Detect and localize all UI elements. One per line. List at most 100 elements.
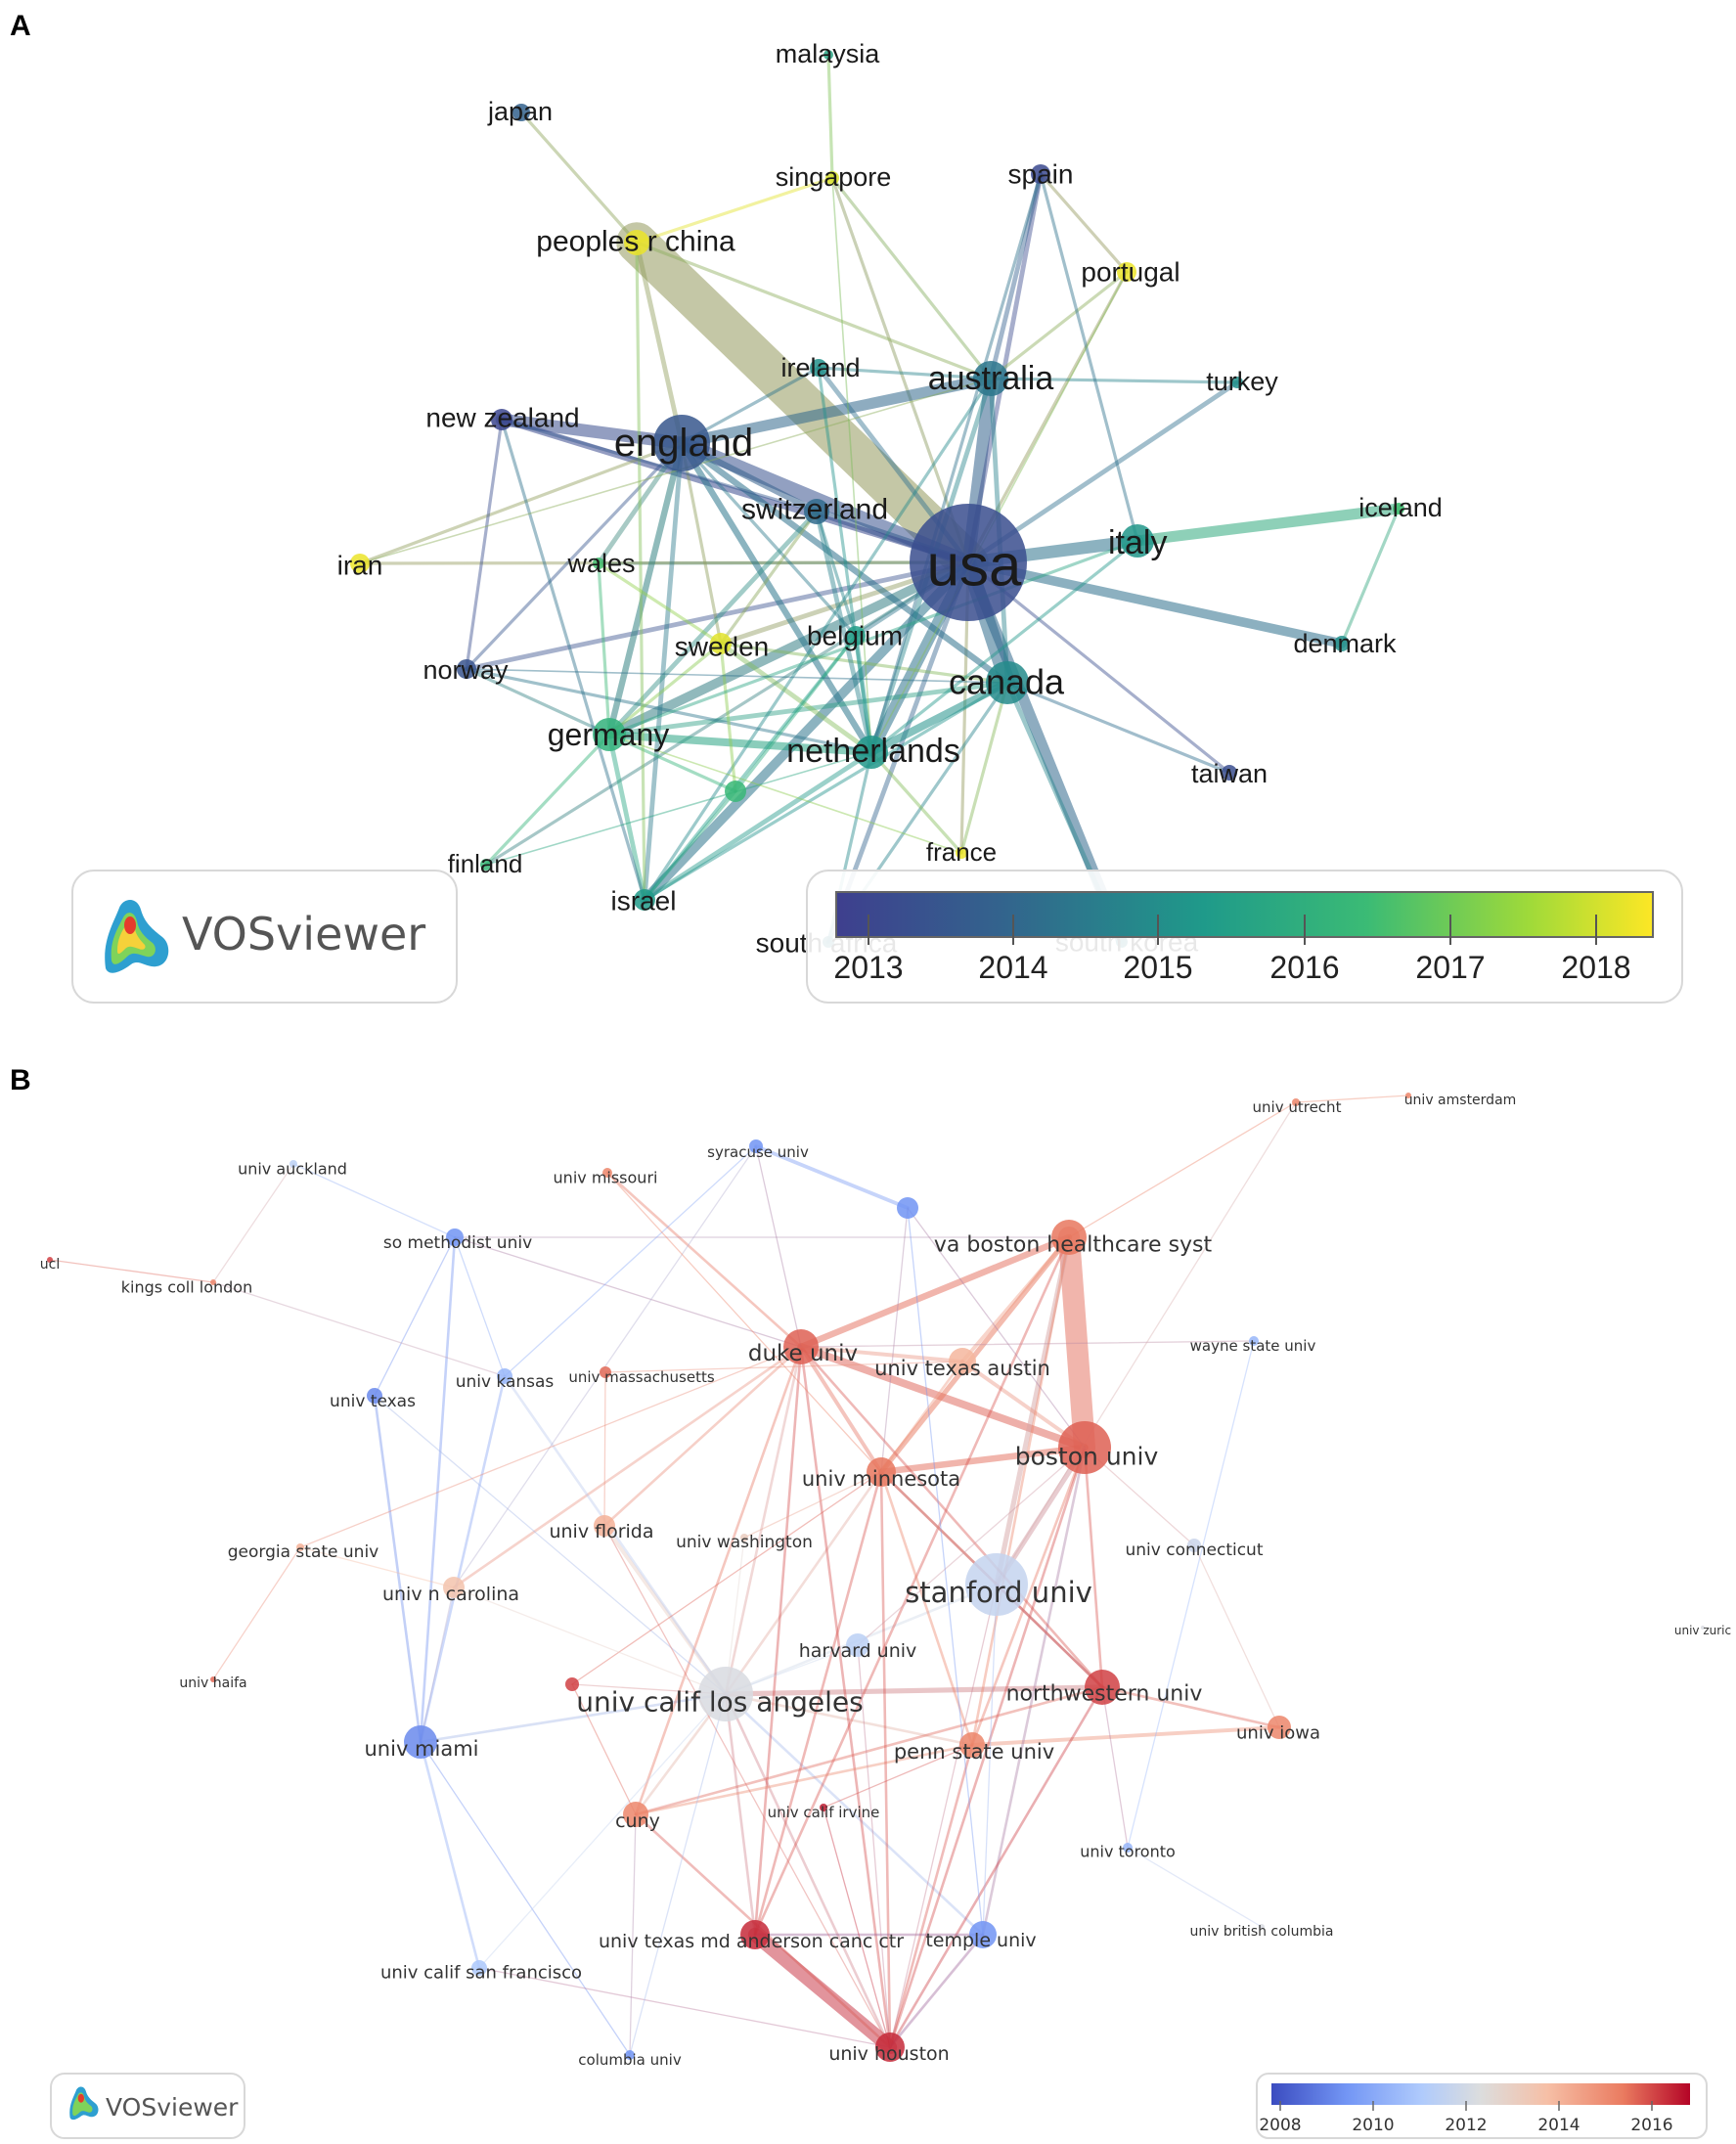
- node-univ-texas-md-anderson[interactable]: [740, 1920, 770, 1949]
- node-univ-missouri[interactable]: [602, 1168, 612, 1178]
- node-univ-washington[interactable]: [740, 1534, 748, 1541]
- link-italy-iceland: [1132, 503, 1404, 547]
- node-cuny[interactable]: [623, 1802, 648, 1827]
- link-duke-univ-univ-florida: [602, 1345, 803, 1528]
- node-univ-calif-irvine[interactable]: [820, 1804, 827, 1811]
- node-stanford-univ[interactable]: [965, 1553, 1028, 1616]
- node-penn-state-univ[interactable]: [959, 1732, 985, 1758]
- node-ucl[interactable]: [47, 1257, 53, 1263]
- node-new-zealand[interactable]: [491, 409, 512, 430]
- node-univ-texas-austin[interactable]: [949, 1348, 976, 1375]
- node-va-boston-healthcare-syst[interactable]: [1051, 1220, 1087, 1255]
- node-iceland[interactable]: [1393, 503, 1404, 514]
- node-ireland[interactable]: [810, 359, 827, 377]
- link-spain-portugal: [1039, 172, 1129, 274]
- node-spain[interactable]: [1031, 164, 1050, 184]
- node-australia[interactable]: [973, 361, 1008, 396]
- node-unlabeled-red[interactable]: [565, 1677, 579, 1691]
- node-columbia-univ[interactable]: [625, 2050, 635, 2060]
- node-label-finland: finland: [448, 849, 523, 878]
- link-univ-texas-austin-va-boston-healthcare-syst: [960, 1235, 1071, 1363]
- node-univ-amsterdam[interactable]: [1405, 1093, 1411, 1098]
- link-germany-wales: [597, 561, 611, 737]
- link-belgium-unlabeled: [734, 634, 858, 793]
- node-univ-n-carolina[interactable]: [443, 1577, 465, 1598]
- node-wayne-state-univ[interactable]: [1249, 1336, 1259, 1346]
- node-label-peoples-r-china: peoples r china: [536, 226, 735, 258]
- link-iceland-denmark: [1340, 507, 1401, 646]
- node-unlabeled[interactable]: [725, 781, 746, 802]
- panel-a-tick-label: 2017: [1415, 950, 1485, 985]
- node-univ-massachusetts[interactable]: [600, 1366, 611, 1378]
- node-northwestern-univ[interactable]: [1085, 1670, 1120, 1705]
- link-duke-univ-univ-missouri: [605, 1171, 803, 1349]
- node-univ-texas[interactable]: [367, 1388, 382, 1404]
- node-portugal[interactable]: [1117, 262, 1136, 282]
- node-malaysia[interactable]: [823, 50, 833, 60]
- node-iran[interactable]: [350, 554, 370, 573]
- node-japan[interactable]: [512, 104, 530, 121]
- node-univ-minnesota[interactable]: [867, 1457, 896, 1487]
- node-belgium[interactable]: [846, 626, 866, 646]
- node-univ-zuric[interactable]: [1701, 1626, 1705, 1630]
- node-kings-coll-london[interactable]: [210, 1279, 216, 1285]
- node-georgia-state-univ[interactable]: [296, 1543, 304, 1551]
- link-germany-israel: [606, 732, 647, 903]
- link-australia-turkey: [989, 377, 1239, 384]
- node-taiwan[interactable]: [1222, 765, 1237, 781]
- node-univ-iowa[interactable]: [1268, 1716, 1291, 1739]
- node-singapore[interactable]: [825, 171, 839, 185]
- link-finland-netherlands: [485, 751, 872, 866]
- node-england[interactable]: [653, 415, 710, 471]
- node-univ-houston[interactable]: [875, 2032, 905, 2062]
- node-temple-univ[interactable]: [969, 1921, 997, 1948]
- node-norway[interactable]: [457, 659, 476, 679]
- node-so-methodist-univ[interactable]: [446, 1228, 464, 1246]
- node-univ-haifa[interactable]: [210, 1676, 216, 1682]
- node-univ-calif-san-francisco[interactable]: [471, 1960, 487, 1976]
- node-syracuse-univ[interactable]: [749, 1139, 763, 1153]
- link-univ-florida-univ-calif-los-angeles: [602, 1524, 728, 1696]
- node-sweden[interactable]: [710, 633, 732, 654]
- node-wales[interactable]: [593, 558, 604, 569]
- node-unlabeled-blue[interactable]: [897, 1197, 918, 1219]
- node-univ-florida[interactable]: [594, 1515, 615, 1537]
- node-italy[interactable]: [1121, 524, 1154, 558]
- node-germany[interactable]: [593, 718, 626, 751]
- node-univ-toronto[interactable]: [1123, 1843, 1133, 1853]
- node-label-wales: wales: [566, 549, 635, 578]
- node-duke-univ[interactable]: [783, 1329, 819, 1364]
- node-univ-utrecht[interactable]: [1292, 1098, 1300, 1106]
- node-netherlands[interactable]: [855, 736, 888, 769]
- node-univ-miami[interactable]: [404, 1725, 437, 1759]
- link-new-zealand-norway: [465, 418, 504, 671]
- node-univ-auckland[interactable]: [289, 1160, 297, 1168]
- node-israel[interactable]: [634, 889, 655, 911]
- node-denmark[interactable]: [1334, 636, 1350, 651]
- node-boston-univ[interactable]: [1058, 1421, 1111, 1474]
- link-usa-wales: [597, 560, 970, 565]
- node-harvard-univ[interactable]: [846, 1633, 869, 1657]
- node-peoples-r-china[interactable]: [624, 230, 649, 255]
- node-univ-calif-los-angeles[interactable]: [698, 1667, 753, 1721]
- node-label-univ-texas-md-anderson: univ texas md anderson canc ctr: [599, 1931, 904, 1952]
- panel-b-vosviewer-watermark: VOSviewer: [50, 2073, 245, 2139]
- node-finland[interactable]: [480, 859, 492, 871]
- node-univ-kansas[interactable]: [497, 1368, 512, 1384]
- node-switzerland[interactable]: [804, 499, 829, 524]
- link-penn-state-univ-cuny: [634, 1743, 974, 1816]
- node-label-taiwan: taiwan: [1191, 759, 1268, 788]
- link-univ-n-carolina-univ-calif-los-angeles: [453, 1586, 727, 1695]
- link-northwestern-univ-univ-iowa: [1100, 1685, 1281, 1729]
- panel-b-letter: B: [10, 1064, 31, 1096]
- link-boston-univ-temple-univ: [981, 1446, 1087, 1937]
- node-turkey[interactable]: [1231, 377, 1243, 388]
- node-usa[interactable]: [910, 504, 1027, 621]
- node-france[interactable]: [956, 847, 967, 859]
- node-univ-british-columbia[interactable]: [1259, 1924, 1265, 1930]
- node-label-belgium: belgium: [807, 621, 903, 651]
- link-columbia-univ-cuny: [629, 1813, 637, 2056]
- node-canada[interactable]: [986, 661, 1029, 704]
- node-label-univ-houston: univ houston: [828, 2043, 949, 2065]
- node-univ-connecticut[interactable]: [1187, 1539, 1201, 1552]
